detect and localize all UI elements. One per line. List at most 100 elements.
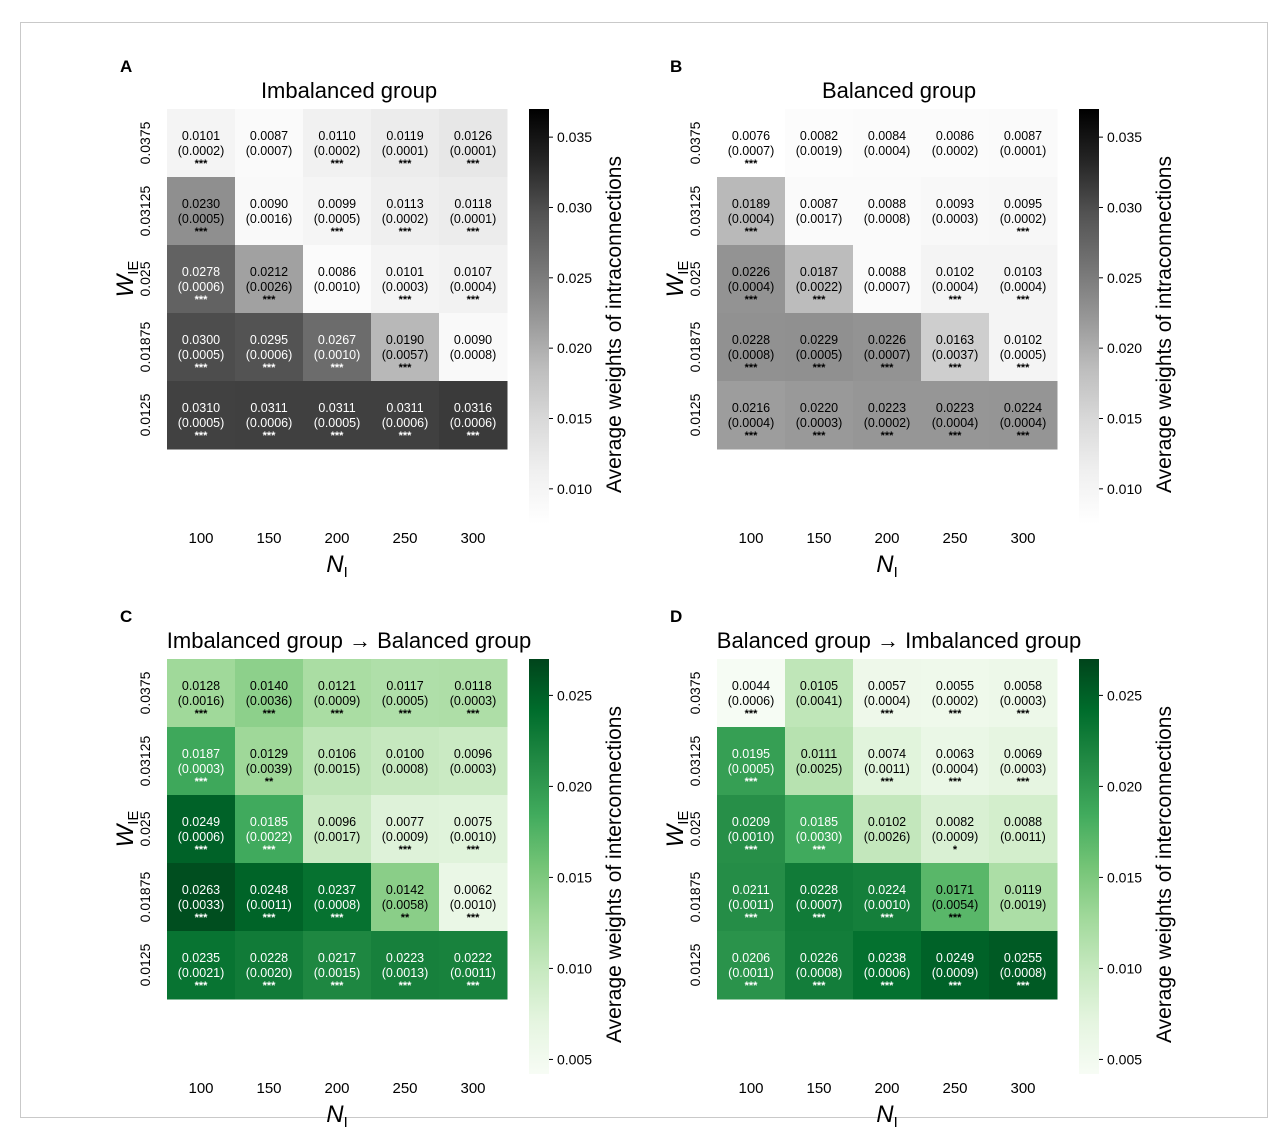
cell-value-label: 0.0084 — [868, 129, 906, 143]
heatmap-cell — [853, 659, 922, 728]
heatmap-cell — [921, 177, 990, 246]
cell-value-label: 0.0224 — [868, 883, 906, 897]
heatmap-cell — [853, 109, 922, 178]
cell-significance-label: *** — [949, 430, 963, 442]
cell-value-label: 0.0216 — [732, 401, 770, 415]
cell-significance-label: *** — [949, 708, 963, 720]
cell-value-label: 0.0255 — [1004, 951, 1042, 965]
y-tick-label: 0.03125 — [137, 735, 153, 786]
heatmap-cell — [717, 245, 786, 314]
cell-sd-label: (0.0002) — [1000, 212, 1047, 226]
cell-sd-label: (0.0003) — [1000, 762, 1047, 776]
cell-sd-label: (0.0011) — [246, 898, 292, 912]
cell-value-label: 0.0209 — [732, 815, 770, 829]
y-tick-label: 0.01875 — [687, 871, 703, 922]
cell-value-label: 0.0212 — [250, 265, 288, 279]
heatmap-cell — [439, 177, 508, 246]
x-tick-label: 200 — [874, 530, 899, 547]
heatmap-cell — [785, 381, 854, 450]
cell-sd-label: (0.0009) — [932, 966, 979, 980]
colorbar-label: Average weights of intraconnections — [603, 156, 626, 493]
cell-significance-label: *** — [881, 708, 895, 720]
colorbar-tick-label: 0.015 — [1107, 869, 1142, 885]
cell-significance-label: *** — [195, 980, 209, 992]
cell-significance-label: *** — [331, 912, 345, 924]
y-tick-label: 0.025 — [687, 811, 703, 846]
cell-sd-label: (0.0002) — [314, 144, 361, 158]
cell-value-label: 0.0220 — [800, 401, 838, 415]
cell-value-label: 0.0102 — [936, 265, 974, 279]
x-tick-label: 150 — [806, 530, 831, 547]
heatmap-cell — [853, 313, 922, 382]
cell-significance-label: * — [953, 844, 958, 856]
cell-significance-label: *** — [745, 912, 759, 924]
cell-sd-label: (0.0003) — [178, 762, 225, 776]
heatmap-cell — [717, 795, 786, 864]
cell-significance-label: *** — [813, 844, 827, 856]
heatmap-cell — [989, 245, 1058, 314]
heatmap-cell — [371, 727, 440, 796]
cell-value-label: 0.0118 — [454, 197, 491, 211]
cell-sd-label: (0.0033) — [178, 898, 225, 912]
cell-sd-label: (0.0054) — [932, 898, 979, 912]
cell-sd-label: (0.0008) — [1000, 966, 1047, 980]
heatmap-cell — [785, 659, 854, 728]
cell-significance-label: *** — [195, 776, 209, 788]
cell-significance-label: *** — [399, 294, 413, 306]
cell-value-label: 0.0140 — [250, 679, 288, 693]
x-axis-label: NI — [326, 551, 348, 581]
cell-sd-label: (0.0004) — [450, 280, 497, 294]
x-tick-label: 250 — [392, 1080, 417, 1097]
heatmap-cell — [989, 727, 1058, 796]
cell-sd-label: (0.0002) — [864, 416, 911, 430]
colorbar-tick-label: 0.020 — [1107, 778, 1142, 794]
heatmap-cell — [235, 313, 304, 382]
cell-sd-label: (0.0003) — [450, 694, 497, 708]
cell-significance-label: *** — [467, 430, 481, 442]
cell-significance-label: *** — [881, 776, 895, 788]
cell-significance-label: *** — [195, 362, 209, 374]
heatmap-cell — [371, 177, 440, 246]
cell-value-label: 0.0223 — [936, 401, 974, 415]
heatmap-cell — [717, 727, 786, 796]
heatmap-cell — [167, 381, 236, 450]
heatmap-cell — [853, 381, 922, 450]
cell-significance-label: *** — [1017, 362, 1031, 374]
cell-value-label: 0.0249 — [182, 815, 220, 829]
cell-sd-label: (0.0026) — [864, 830, 911, 844]
heatmap-cell — [167, 863, 236, 932]
cell-significance-label: *** — [195, 158, 209, 170]
cell-value-label: 0.0295 — [250, 333, 288, 347]
cell-value-label: 0.0113 — [386, 197, 423, 211]
cell-sd-label: (0.0020) — [246, 966, 293, 980]
cell-sd-label: (0.0003) — [382, 280, 429, 294]
cell-value-label: 0.0102 — [868, 815, 906, 829]
cell-value-label: 0.0226 — [800, 951, 838, 965]
heatmap-cell — [167, 109, 236, 178]
x-tick-label: 150 — [256, 1080, 281, 1097]
cell-sd-label: (0.0026) — [246, 280, 293, 294]
x-axis-label: NI — [876, 551, 898, 581]
heatmap-cell — [439, 931, 508, 1000]
cell-sd-label: (0.0002) — [932, 694, 979, 708]
heatmap-cell — [785, 931, 854, 1000]
cell-significance-label: *** — [263, 430, 277, 442]
cell-sd-label: (0.0010) — [450, 830, 497, 844]
panel-d-title: Balanced group → Imbalanced group — [717, 628, 1081, 653]
x-tick-label: 200 — [324, 530, 349, 547]
cell-significance-label: *** — [195, 912, 209, 924]
cell-value-label: 0.0090 — [250, 197, 288, 211]
cell-value-label: 0.0187 — [182, 747, 220, 761]
cell-value-label: 0.0093 — [936, 197, 974, 211]
cell-sd-label: (0.0005) — [796, 348, 843, 362]
cell-sd-label: (0.0002) — [178, 144, 225, 158]
heatmap-cell — [785, 863, 854, 932]
x-tick-label: 150 — [806, 1080, 831, 1097]
cell-sd-label: (0.0010) — [450, 898, 497, 912]
cell-sd-label: (0.0003) — [1000, 694, 1047, 708]
cell-value-label: 0.0117 — [386, 679, 423, 693]
heatmap-cell — [921, 109, 990, 178]
colorbar — [529, 109, 549, 524]
